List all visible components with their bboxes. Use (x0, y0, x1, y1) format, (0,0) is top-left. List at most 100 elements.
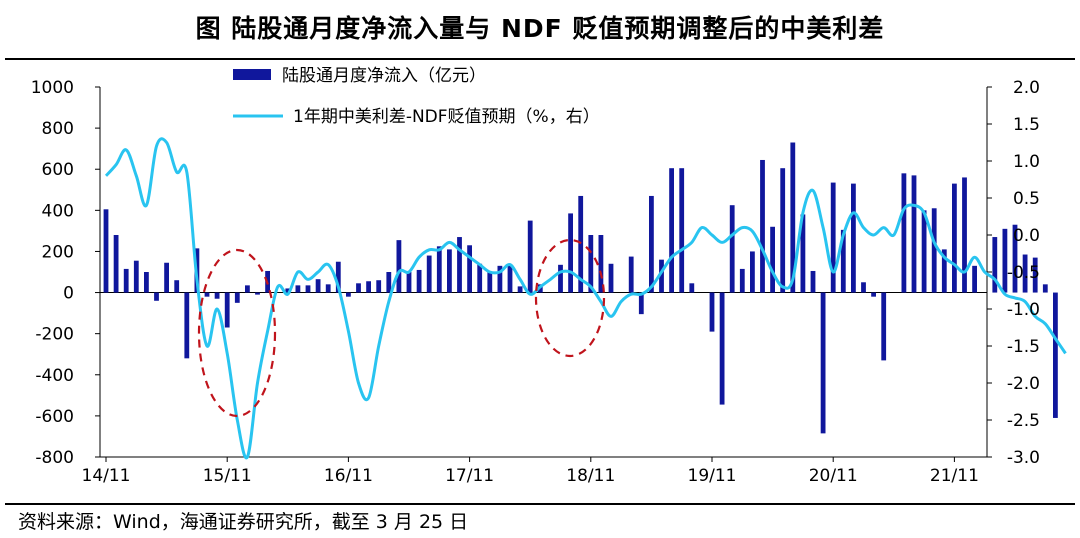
bar (224, 292, 230, 328)
x-tick-label: 14/11 (82, 466, 131, 486)
bar (487, 272, 493, 293)
bar (204, 292, 210, 297)
legend-line-label: 1年期中美利差-NDF贬值预期（%，右） (293, 107, 600, 127)
top-rule (5, 58, 1075, 60)
right-tick-label: -1.0 (1007, 300, 1040, 320)
source-note: 资料来源：Wind，海通证券研究所，截至 3 月 25 日 (18, 511, 469, 533)
bar (285, 288, 291, 293)
bar (659, 259, 664, 293)
bar (416, 269, 422, 293)
bar (1022, 254, 1028, 293)
bar (396, 240, 402, 293)
left-tick-label: -800 (35, 448, 74, 468)
bar (588, 235, 594, 293)
bar (628, 256, 634, 293)
bar (972, 265, 977, 293)
bar (820, 292, 826, 434)
legend-bar-swatch (233, 69, 271, 80)
bar (426, 255, 432, 293)
x-tick-label: 20/11 (809, 466, 858, 486)
bar (335, 261, 341, 293)
bar (467, 245, 472, 293)
right-tick-label: 1.0 (1013, 152, 1040, 172)
right-tick-label: -3.0 (1007, 448, 1040, 468)
bar (436, 246, 442, 293)
left-tick-label: 600 (42, 160, 74, 180)
left-tick-label: 0 (63, 284, 74, 304)
bar (245, 285, 250, 293)
right-tick-label: 0.5 (1013, 189, 1040, 209)
bar (497, 265, 503, 293)
bar (649, 195, 654, 293)
annotations (197, 238, 606, 418)
bar (992, 237, 998, 293)
bar (184, 292, 190, 359)
bar (558, 264, 563, 293)
x-tick-label: 21/11 (930, 466, 979, 486)
bar (527, 220, 533, 293)
bar (810, 270, 816, 293)
bar (315, 279, 321, 293)
bar (830, 182, 836, 293)
bottom-rule (5, 503, 1075, 505)
bar (1002, 228, 1008, 293)
bar (719, 292, 725, 405)
bar (234, 292, 240, 303)
legend-bar-label: 陆股通月度净流入（亿元） (282, 66, 486, 86)
bar (709, 292, 715, 332)
annotation-circle-2015 (197, 248, 277, 418)
bar (447, 249, 452, 293)
bar (305, 285, 311, 293)
bar (851, 183, 856, 293)
bar (840, 229, 846, 293)
left-tick-label: 200 (42, 242, 74, 262)
bar (679, 168, 685, 293)
right-tick-label: -1.5 (1007, 337, 1040, 357)
bar (770, 226, 775, 293)
bar (881, 292, 887, 361)
right-tick-label: -2.5 (1007, 411, 1040, 431)
figure-title: 图 陆股通月度净流入量与 NDF 贬值预期调整后的中美利差 (195, 14, 885, 43)
bar (962, 177, 967, 293)
bar (669, 168, 674, 293)
x-tick-label: 15/11 (203, 466, 252, 486)
bar (911, 175, 917, 293)
bar (386, 272, 392, 293)
bar (952, 183, 957, 293)
spread-line (104, 137, 1067, 460)
bar (598, 235, 604, 293)
bar (366, 281, 371, 293)
bar (174, 280, 180, 293)
right-tick-label: 0.0 (1013, 226, 1040, 246)
bar (780, 168, 786, 293)
bar (457, 237, 462, 293)
bar (1032, 257, 1038, 293)
bar (760, 159, 765, 293)
bar (578, 195, 584, 293)
bar (901, 173, 907, 293)
bar (103, 209, 109, 293)
bar (931, 208, 937, 293)
right-tick-label: -2.0 (1007, 374, 1040, 394)
x-tick-label: 18/11 (566, 466, 615, 486)
bar (295, 285, 301, 293)
bar (608, 263, 614, 293)
bar (921, 210, 927, 293)
left-tick-label: -600 (35, 407, 74, 427)
bar (568, 213, 573, 293)
bar (406, 272, 412, 293)
bar (517, 286, 523, 293)
bar (123, 268, 129, 293)
bar (1012, 224, 1018, 293)
left-tick-label: 1000 (31, 78, 74, 98)
bar (356, 283, 361, 293)
bar (941, 249, 947, 293)
bar (164, 262, 169, 293)
bar (214, 292, 220, 299)
bar (154, 292, 159, 301)
right-tick-label: 2.0 (1013, 78, 1040, 98)
bar (325, 284, 331, 293)
bar (144, 272, 149, 293)
bar (1053, 292, 1058, 418)
bar (638, 292, 644, 315)
